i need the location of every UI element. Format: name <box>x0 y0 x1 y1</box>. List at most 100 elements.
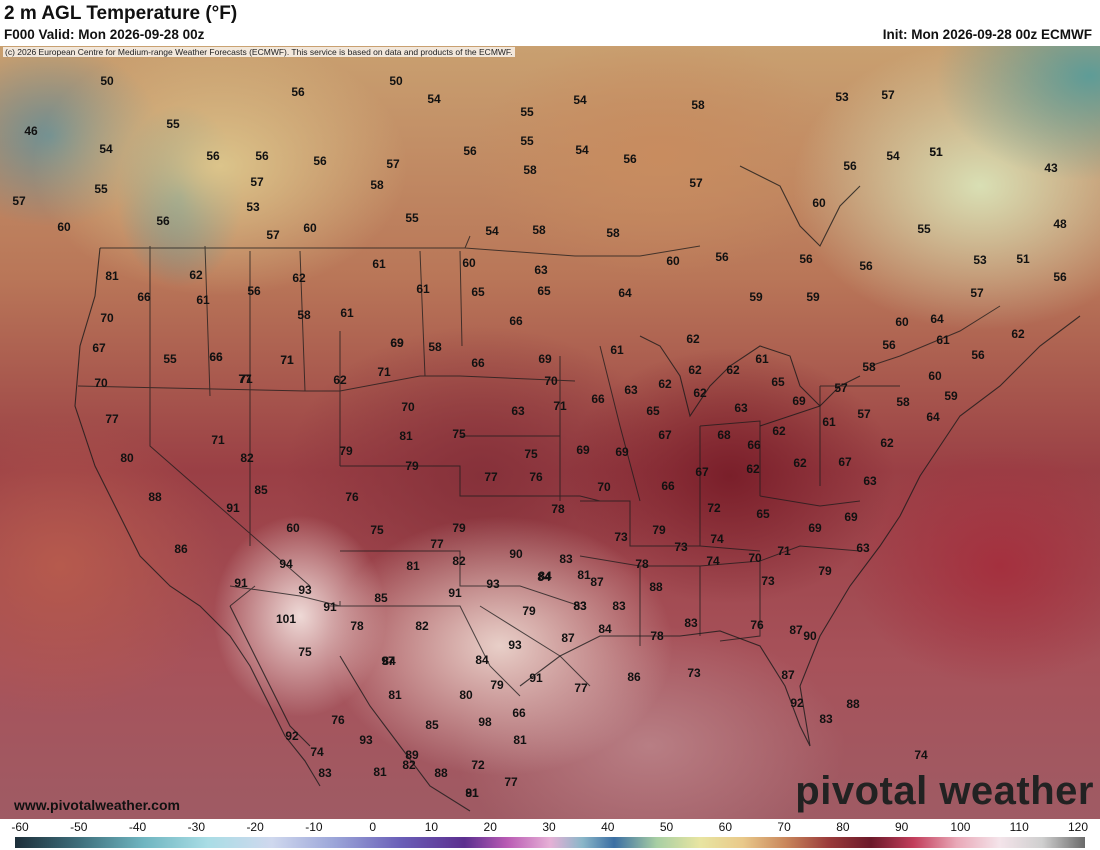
station-value: 61 <box>936 333 950 347</box>
station-value: 70 <box>544 374 558 388</box>
station-value: 63 <box>534 263 548 277</box>
station-value: 74 <box>710 532 724 546</box>
station-value: 74 <box>914 748 928 762</box>
station-value: 76 <box>750 618 764 632</box>
colorbar-tick: 60 <box>718 820 733 834</box>
station-value: 85 <box>425 718 439 732</box>
temperature-map[interactable]: 50 50 54 55 54 58 46 56 55 54 56 56 56 5… <box>0 46 1100 819</box>
map-title: 2 m AGL Temperature (°F) <box>4 3 238 24</box>
station-value: 69 <box>808 521 822 535</box>
station-value: 59 <box>944 389 958 403</box>
station-value: 88 <box>148 490 162 504</box>
station-value: 101 <box>276 612 296 626</box>
station-value: 58 <box>862 360 876 374</box>
station-value: 69 <box>615 445 629 459</box>
station-value: 82 <box>415 619 429 633</box>
station-value: 62 <box>726 363 740 377</box>
station-value: 61 <box>610 343 624 357</box>
colorbar-tick: 0 <box>369 820 376 834</box>
station-value: 54 <box>427 92 441 106</box>
station-value: 66 <box>661 479 675 493</box>
station-value: 57 <box>250 175 264 189</box>
station-value: 64 <box>926 410 940 424</box>
station-value: 83 <box>684 616 698 630</box>
station-value: 61 <box>372 257 386 271</box>
station-value: 56 <box>206 149 220 163</box>
station-value: 57 <box>857 407 871 421</box>
colorbar-tick: 20 <box>483 820 497 834</box>
colorbar-tick: 80 <box>836 820 850 834</box>
station-value: 84 <box>598 622 612 636</box>
station-value: 81 <box>513 733 527 747</box>
station-value: 71 <box>280 353 294 367</box>
colorbar-tick: -20 <box>246 820 264 834</box>
station-value: 54 <box>485 224 499 238</box>
station-value: 54 <box>886 149 900 163</box>
station-value: 63 <box>863 474 877 488</box>
station-value: 88 <box>846 697 860 711</box>
station-value: 66 <box>512 706 526 720</box>
station-value: 54 <box>575 143 589 157</box>
station-value: 55 <box>94 182 108 196</box>
colorbar-ramp <box>15 837 1085 848</box>
station-value: 94 <box>279 557 293 571</box>
state-borders <box>77 235 1001 697</box>
station-value: 84 <box>537 570 551 584</box>
station-value: 85 <box>374 591 388 605</box>
station-value: 81 <box>406 559 420 573</box>
station-value: 90 <box>509 547 523 561</box>
station-value: 66 <box>591 392 605 406</box>
station-value: 56 <box>463 144 477 158</box>
station-value: 58 <box>370 178 384 192</box>
station-value: 57 <box>881 88 895 102</box>
station-value: 48 <box>1053 217 1067 231</box>
station-value: 73 <box>761 574 775 588</box>
station-value: 56 <box>715 250 729 264</box>
station-value: 60 <box>303 221 317 235</box>
station-value: 58 <box>297 308 311 322</box>
station-value: 83 <box>819 712 833 726</box>
station-value: 83 <box>573 599 587 613</box>
station-value: 75 <box>452 427 466 441</box>
station-value: 67 <box>695 465 709 479</box>
colorbar-tick: 90 <box>894 820 909 834</box>
station-value: 77 <box>238 372 252 386</box>
colorbar-ticks: -60 -50 -40 -30 -20 -10 0 10 20 30 40 50 60 70 80 90 100… <box>0 819 1100 837</box>
station-value: 55 <box>917 222 931 236</box>
station-value: 66 <box>471 356 485 370</box>
station-value: 62 <box>772 424 786 438</box>
station-value: 77 <box>574 681 588 695</box>
station-value: 77 <box>504 775 518 789</box>
station-value: 56 <box>843 159 857 173</box>
station-value: 81 <box>399 429 413 443</box>
station-value: 70 <box>748 551 762 565</box>
station-value: 62 <box>686 332 700 346</box>
station-value: 92 <box>790 696 804 710</box>
station-value: 54 <box>573 93 587 107</box>
station-value: 58 <box>691 98 705 112</box>
station-value: 55 <box>405 211 419 225</box>
station-value: 43 <box>1044 161 1058 175</box>
station-value: 91 <box>529 671 543 685</box>
station-value: 60 <box>57 220 71 234</box>
station-value: 71 <box>239 372 253 386</box>
station-value: 62 <box>793 456 807 470</box>
station-value: 73 <box>674 540 688 554</box>
station-value: 79 <box>405 459 419 473</box>
station-value: 63 <box>734 401 748 415</box>
station-value: 59 <box>749 290 763 304</box>
station-value: 87 <box>561 631 575 645</box>
station-value: 70 <box>94 376 108 390</box>
station-value: 72 <box>471 758 485 772</box>
colorbar-tick: -30 <box>187 820 205 834</box>
station-value: 65 <box>471 285 485 299</box>
station-value: 81 <box>577 568 591 582</box>
colorbar-tick: -10 <box>305 820 323 834</box>
website-link[interactable]: www.pivotalweather.com <box>14 797 180 813</box>
station-value: 50 <box>100 74 114 88</box>
station-value: 62 <box>688 363 702 377</box>
station-value: 53 <box>835 90 849 104</box>
station-value: 62 <box>658 377 672 391</box>
station-value: 60 <box>666 254 680 268</box>
station-value: 88 <box>649 580 663 594</box>
